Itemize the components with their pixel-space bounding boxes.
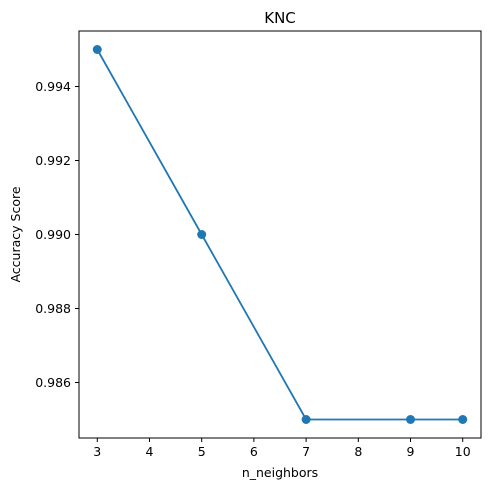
x-tick-label: 10 — [455, 444, 471, 459]
x-axis-ticks: 3 4 5 6 7 8 9 10 — [93, 438, 471, 459]
plot-frame — [78, 30, 482, 439]
x-tick-label: 5 — [198, 444, 206, 459]
data-point-marker — [197, 230, 207, 239]
data-point-marker — [92, 45, 102, 54]
x-tick-label: 4 — [146, 444, 154, 459]
plot-area — [79, 31, 481, 438]
data-point-marker — [406, 415, 416, 424]
y-tick-label: 0.990 — [35, 227, 71, 242]
chart-title: KNC — [264, 9, 296, 27]
series-layer — [92, 45, 468, 424]
y-axis-label: Accuracy Score — [8, 186, 23, 282]
x-tick-label: 9 — [407, 444, 415, 459]
y-tick-label: 0.988 — [35, 301, 71, 316]
data-point-marker — [301, 415, 311, 424]
y-tick-label: 0.992 — [35, 153, 71, 168]
y-tick-label: 0.994 — [35, 79, 71, 94]
x-tick-label: 3 — [93, 444, 101, 459]
x-tick-label: 8 — [354, 444, 362, 459]
y-tick-label: 0.986 — [35, 375, 71, 390]
x-tick-label: 7 — [302, 444, 310, 459]
y-axis-ticks: 0.986 0.988 0.990 0.992 0.994 — [35, 79, 79, 390]
data-point-marker — [458, 415, 468, 424]
x-axis-label: n_neighbors — [242, 465, 318, 480]
x-tick-label: 6 — [250, 444, 258, 459]
